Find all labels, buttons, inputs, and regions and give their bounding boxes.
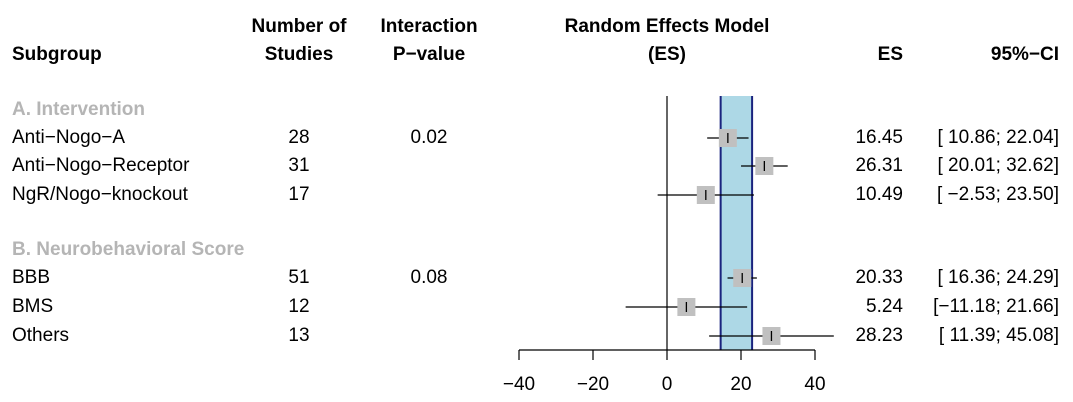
header-studies-line2: Studies <box>264 44 334 65</box>
x-tick-label: 20 <box>730 374 751 395</box>
row-ci-value: [−11.18; 21.66] <box>933 296 1059 317</box>
row-subgroup-name: NgR/Nogo−knockout <box>12 184 188 205</box>
x-tick-label: −20 <box>577 374 609 395</box>
row-es-value: 26.31 <box>855 155 903 176</box>
x-tick-label: −40 <box>503 374 535 395</box>
header-studies-line1: Number of <box>251 16 347 37</box>
header-subgroup: Subgroup <box>12 44 102 65</box>
row-subgroup-name: Anti−Nogo−Receptor <box>12 155 190 176</box>
row-es-value: 28.23 <box>855 325 903 346</box>
row-ci-value: [ 10.86; 22.04] <box>937 127 1060 148</box>
x-tick-label: 0 <box>662 374 673 395</box>
header-interaction-line2: P−value <box>392 44 466 65</box>
row-subgroup-name: BBB <box>12 267 51 288</box>
x-tick-label: 40 <box>804 374 825 395</box>
row-study-count: 17 <box>288 184 310 205</box>
header-ci: 95%−CI <box>990 44 1059 65</box>
row-es-value: 10.49 <box>855 184 903 205</box>
header-es: ES <box>877 44 903 65</box>
row-ci-value: [ −2.53; 23.50] <box>936 184 1059 205</box>
header-model-line2: (ES) <box>648 44 686 65</box>
row-subgroup-name: BMS <box>12 296 54 317</box>
row-ci-value: [ 16.36; 24.29] <box>937 267 1060 288</box>
row-study-count: 28 <box>288 127 310 148</box>
row-subgroup-name: Others <box>12 325 70 346</box>
row-es-value: 16.45 <box>855 127 903 148</box>
row-ci-value: [ 20.01; 32.62] <box>937 155 1060 176</box>
row-study-count: 12 <box>288 296 310 317</box>
row-interaction-pvalue: 0.08 <box>410 267 448 288</box>
row-es-value: 5.24 <box>866 296 903 317</box>
group-label: A. Intervention <box>12 99 146 120</box>
row-study-count: 13 <box>288 325 310 346</box>
group-label: B. Neurobehavioral Score <box>12 239 245 260</box>
row-subgroup-name: Anti−Nogo−A <box>12 127 126 148</box>
row-ci-value: [ 11.39; 45.08] <box>938 325 1059 346</box>
row-interaction-pvalue: 0.02 <box>410 127 448 148</box>
row-study-count: 51 <box>288 267 310 288</box>
header-model-line1: Random Effects Model <box>564 16 770 37</box>
row-study-count: 31 <box>288 155 310 176</box>
header-interaction-line1: Interaction <box>380 16 478 37</box>
row-es-value: 20.33 <box>855 267 903 288</box>
